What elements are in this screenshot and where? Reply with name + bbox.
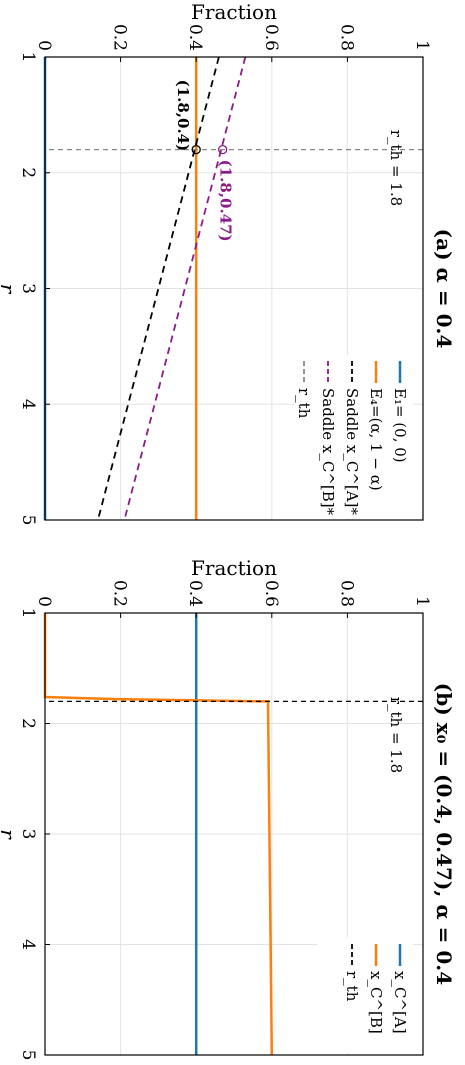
panel-b: r_th = 1.8 1 2 3 4 5 0 0.2 0.4 0.6 0.8 1 r Fraction (b… bbox=[0, 556, 456, 1060]
legend-label-2: x_C^[B] bbox=[367, 971, 385, 1034]
panel-a: r_th = 1.8 (1.8,0.4) (1.8,0.47) 1 2 3 4 5 0 0.2 0.… bbox=[0, 0, 456, 525]
x-tick-label: 5 bbox=[18, 1050, 38, 1061]
y-tick-label: 1 bbox=[412, 40, 432, 51]
x-tick-label: 4 bbox=[18, 399, 38, 410]
x-tick-label: 1 bbox=[18, 52, 38, 63]
threshold-label: r_th = 1.8 bbox=[387, 697, 405, 773]
y-axis-label: Fraction bbox=[191, 0, 277, 24]
legend-label-2: E₄=(α, 1 − α) bbox=[367, 388, 385, 491]
legend-label-1: E₁= (0, 0) bbox=[391, 388, 409, 463]
y-tick-label: 0.6 bbox=[261, 24, 281, 51]
x-tick-label: 1 bbox=[18, 608, 38, 619]
y-tick-label: 0.4 bbox=[185, 24, 205, 51]
y-tick-label: 0 bbox=[34, 40, 54, 51]
y-tick-label: 0.2 bbox=[110, 580, 130, 607]
x-tick-label: 3 bbox=[18, 283, 38, 294]
legend-label-4: Saddle x_C^[B]* bbox=[319, 388, 337, 516]
legend-label-5: r_th bbox=[295, 388, 313, 419]
series-line-3 bbox=[97, 56, 220, 521]
y-tick-label: 0.8 bbox=[336, 24, 356, 51]
marker-point-1 bbox=[191, 144, 201, 155]
x-tick-label: 3 bbox=[18, 829, 38, 840]
legend-box bbox=[295, 355, 413, 518]
point-annotation-2: (1.8,0.47) bbox=[217, 160, 235, 242]
y-tick-label: 1 bbox=[412, 596, 432, 607]
x-axis-label: r bbox=[0, 284, 20, 295]
point-annotation-1: (1.8,0.4) bbox=[174, 80, 192, 152]
y-tick-label: 0.8 bbox=[336, 580, 356, 607]
x-tick-label: 5 bbox=[18, 515, 38, 526]
x-tick-label: 4 bbox=[18, 939, 38, 950]
y-tick-label: 0.6 bbox=[261, 580, 281, 607]
chart-title: (a) α = 0.4 bbox=[432, 229, 456, 349]
y-tick-label: 0.4 bbox=[185, 580, 205, 607]
x-axis-label: r bbox=[0, 829, 20, 840]
y-tick-label: 0 bbox=[34, 596, 54, 607]
y-tick-label: 0.2 bbox=[110, 24, 130, 51]
marker-point-2 bbox=[218, 144, 228, 155]
series-line-4 bbox=[123, 56, 247, 521]
threshold-label: r_th = 1.8 bbox=[387, 130, 405, 206]
legend-label-3: r_th bbox=[343, 971, 361, 1002]
x-tick-label: 2 bbox=[18, 718, 38, 729]
legend-label-3: Saddle x_C^[A]* bbox=[343, 388, 361, 515]
y-axis-label: Fraction bbox=[191, 556, 277, 580]
chart-title: (b) x₀ = (0.4, 0.47), α = 0.4 bbox=[432, 683, 456, 985]
legend-label-1: x_C^[A] bbox=[391, 971, 409, 1034]
x-tick-label: 2 bbox=[18, 167, 38, 178]
legend-box bbox=[318, 938, 413, 1053]
